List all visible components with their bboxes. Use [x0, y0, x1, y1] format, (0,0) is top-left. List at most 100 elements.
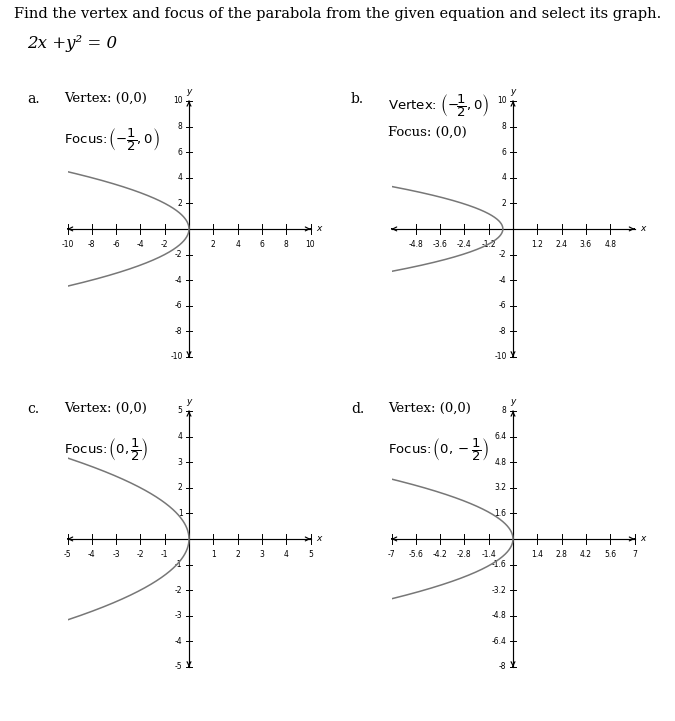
- Text: -10: -10: [61, 240, 74, 249]
- Text: -3.2: -3.2: [492, 585, 506, 595]
- Text: x: x: [641, 224, 646, 234]
- Text: y: y: [510, 397, 516, 407]
- Text: 5: 5: [178, 407, 182, 415]
- Text: -4: -4: [136, 240, 144, 249]
- Text: 7: 7: [632, 550, 637, 559]
- Text: -6: -6: [175, 301, 182, 310]
- Text: Focus: $\!\left(0, -\dfrac{1}{2}\right)$: Focus: $\!\left(0, -\dfrac{1}{2}\right)$: [388, 436, 489, 463]
- Text: Focus: $\!\left(0, \dfrac{1}{2}\right)$: Focus: $\!\left(0, \dfrac{1}{2}\right)$: [64, 436, 148, 463]
- Text: 8: 8: [502, 122, 506, 131]
- Text: -3: -3: [175, 611, 182, 620]
- Text: -3: -3: [112, 550, 120, 559]
- Text: 5.6: 5.6: [604, 550, 616, 559]
- Text: 2: 2: [178, 483, 182, 492]
- Text: 10: 10: [173, 97, 182, 105]
- Text: -8: -8: [88, 240, 96, 249]
- Text: -5: -5: [63, 550, 72, 559]
- Text: -8: -8: [175, 327, 182, 336]
- Text: -1.6: -1.6: [492, 560, 506, 569]
- Text: -10: -10: [494, 353, 506, 361]
- Text: 1: 1: [178, 509, 182, 518]
- Text: Vertex: (0,0): Vertex: (0,0): [388, 402, 471, 415]
- Text: -1.4: -1.4: [481, 550, 496, 559]
- Text: 2: 2: [502, 199, 506, 208]
- Text: -4: -4: [175, 637, 182, 646]
- Text: d.: d.: [351, 402, 364, 415]
- Text: -2: -2: [175, 250, 182, 259]
- Text: -2.4: -2.4: [457, 240, 472, 249]
- Text: -8: -8: [499, 327, 506, 336]
- Text: 4: 4: [178, 173, 182, 182]
- Text: -1.2: -1.2: [481, 240, 496, 249]
- Text: -2.8: -2.8: [457, 550, 472, 559]
- Text: 4: 4: [502, 173, 506, 182]
- Text: Focus: (0,0): Focus: (0,0): [388, 126, 467, 139]
- Text: 6: 6: [502, 148, 506, 156]
- Text: -4.8: -4.8: [408, 240, 423, 249]
- Text: 2.4: 2.4: [556, 240, 568, 249]
- Text: -6.4: -6.4: [491, 637, 506, 646]
- Text: 6.4: 6.4: [495, 432, 506, 441]
- Text: -2: -2: [161, 240, 169, 249]
- Text: 6: 6: [259, 240, 265, 249]
- Text: 3: 3: [178, 458, 182, 466]
- Text: b.: b.: [351, 92, 364, 105]
- Text: 4: 4: [235, 240, 240, 249]
- Text: y: y: [510, 87, 516, 97]
- Text: 4: 4: [284, 550, 289, 559]
- Text: -2: -2: [175, 585, 182, 595]
- Text: 1: 1: [211, 550, 216, 559]
- Text: x: x: [641, 534, 646, 544]
- Text: -4: -4: [499, 275, 506, 285]
- Text: 10: 10: [306, 240, 315, 249]
- Text: 4: 4: [178, 432, 182, 441]
- Text: 2x +y² = 0: 2x +y² = 0: [27, 35, 117, 52]
- Text: Focus: $\!\left(-\dfrac{1}{2}, 0\right)$: Focus: $\!\left(-\dfrac{1}{2}, 0\right)$: [64, 126, 160, 153]
- Text: -7: -7: [387, 550, 396, 559]
- Text: -1: -1: [161, 550, 169, 559]
- Text: Vertex: (0,0): Vertex: (0,0): [64, 402, 147, 415]
- Text: 8: 8: [178, 122, 182, 131]
- Text: 1.4: 1.4: [531, 550, 543, 559]
- Text: -4: -4: [88, 550, 96, 559]
- Text: Vertex: (0,0): Vertex: (0,0): [64, 92, 147, 105]
- Text: 3: 3: [259, 550, 265, 559]
- Text: 2: 2: [178, 199, 182, 208]
- Text: a.: a.: [27, 92, 40, 105]
- Text: 2.8: 2.8: [556, 550, 568, 559]
- Text: 2: 2: [211, 240, 216, 249]
- Text: 1.2: 1.2: [531, 240, 543, 249]
- Text: 8: 8: [502, 407, 506, 415]
- Text: -4.2: -4.2: [433, 550, 448, 559]
- Text: -2: -2: [499, 250, 506, 259]
- Text: 4.2: 4.2: [580, 550, 592, 559]
- Text: -3.6: -3.6: [433, 240, 448, 249]
- Text: Vertex: $\left(-\!\dfrac{1}{2}, 0\right)$: Vertex: $\left(-\!\dfrac{1}{2}, 0\right)…: [388, 92, 489, 118]
- Text: -2: -2: [136, 550, 144, 559]
- Text: 3.2: 3.2: [495, 483, 506, 492]
- Text: 2: 2: [235, 550, 240, 559]
- Text: 5: 5: [308, 550, 313, 559]
- Text: y: y: [186, 87, 192, 97]
- Text: -8: -8: [499, 663, 506, 671]
- Text: -6: -6: [112, 240, 120, 249]
- Text: 8: 8: [284, 240, 289, 249]
- Text: c.: c.: [27, 402, 39, 415]
- Text: -6: -6: [499, 301, 506, 310]
- Text: 1.6: 1.6: [495, 509, 506, 518]
- Text: x: x: [317, 224, 322, 234]
- Text: Find the vertex and focus of the parabola from the given equation and select its: Find the vertex and focus of the parabol…: [14, 7, 661, 21]
- Text: -5: -5: [175, 663, 182, 671]
- Text: y: y: [186, 397, 192, 407]
- Text: x: x: [317, 534, 322, 544]
- Text: 10: 10: [497, 97, 506, 105]
- Text: 4.8: 4.8: [604, 240, 616, 249]
- Text: 6: 6: [178, 148, 182, 156]
- Text: 4.8: 4.8: [495, 458, 506, 466]
- Text: 3.6: 3.6: [580, 240, 592, 249]
- Text: -10: -10: [170, 353, 182, 361]
- Text: -5.6: -5.6: [408, 550, 423, 559]
- Text: -1: -1: [175, 560, 182, 569]
- Text: -4.8: -4.8: [492, 611, 506, 620]
- Text: -4: -4: [175, 275, 182, 285]
